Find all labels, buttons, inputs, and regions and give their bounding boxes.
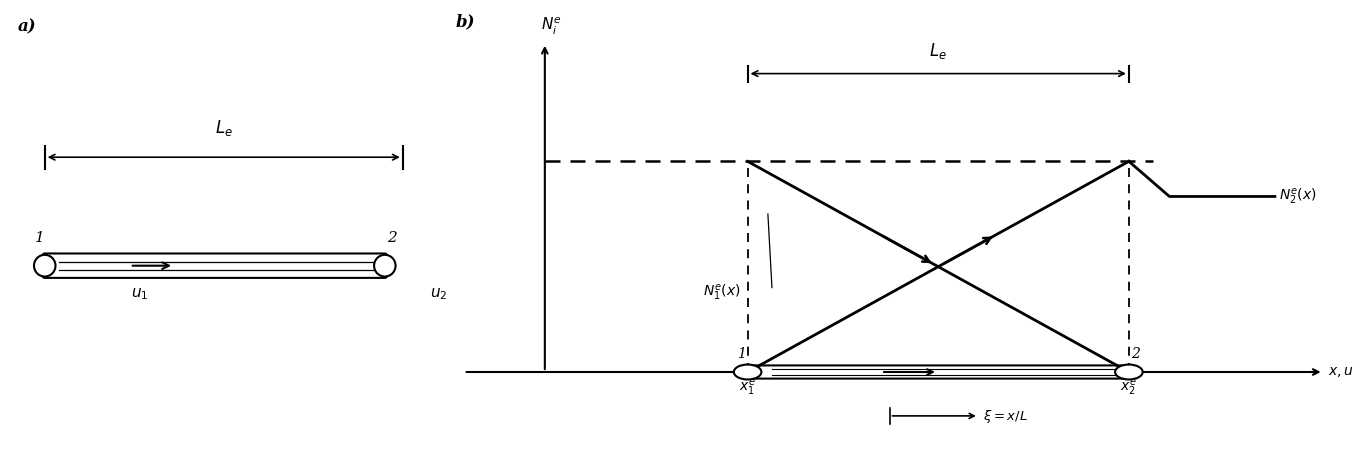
- FancyBboxPatch shape: [42, 254, 386, 278]
- Text: $x_2^e$: $x_2^e$: [1120, 377, 1138, 397]
- FancyBboxPatch shape: [746, 366, 1131, 379]
- Text: b): b): [456, 13, 475, 30]
- Text: 2: 2: [1131, 346, 1140, 360]
- Text: 1: 1: [736, 346, 746, 360]
- Text: $L_e$: $L_e$: [214, 118, 233, 138]
- Text: $N_2^e(x)$: $N_2^e(x)$: [1279, 187, 1317, 207]
- Text: a): a): [18, 18, 37, 35]
- Text: $u_1$: $u_1$: [132, 286, 149, 301]
- Text: $\xi=x/L$: $\xi=x/L$: [983, 408, 1028, 424]
- Circle shape: [34, 255, 56, 277]
- Text: 2: 2: [386, 230, 396, 244]
- Text: $u_2$: $u_2$: [430, 286, 447, 301]
- Circle shape: [374, 255, 396, 277]
- Circle shape: [734, 365, 762, 380]
- Text: $N_1^e(x)$: $N_1^e(x)$: [702, 282, 740, 302]
- Circle shape: [1115, 365, 1143, 380]
- Text: $N_i^e$: $N_i^e$: [541, 16, 561, 37]
- Text: 1: 1: [35, 230, 45, 244]
- Text: $x, u$: $x, u$: [1328, 364, 1353, 378]
- Text: $x_1^e$: $x_1^e$: [739, 377, 757, 397]
- Text: $L_e$: $L_e$: [929, 41, 948, 61]
